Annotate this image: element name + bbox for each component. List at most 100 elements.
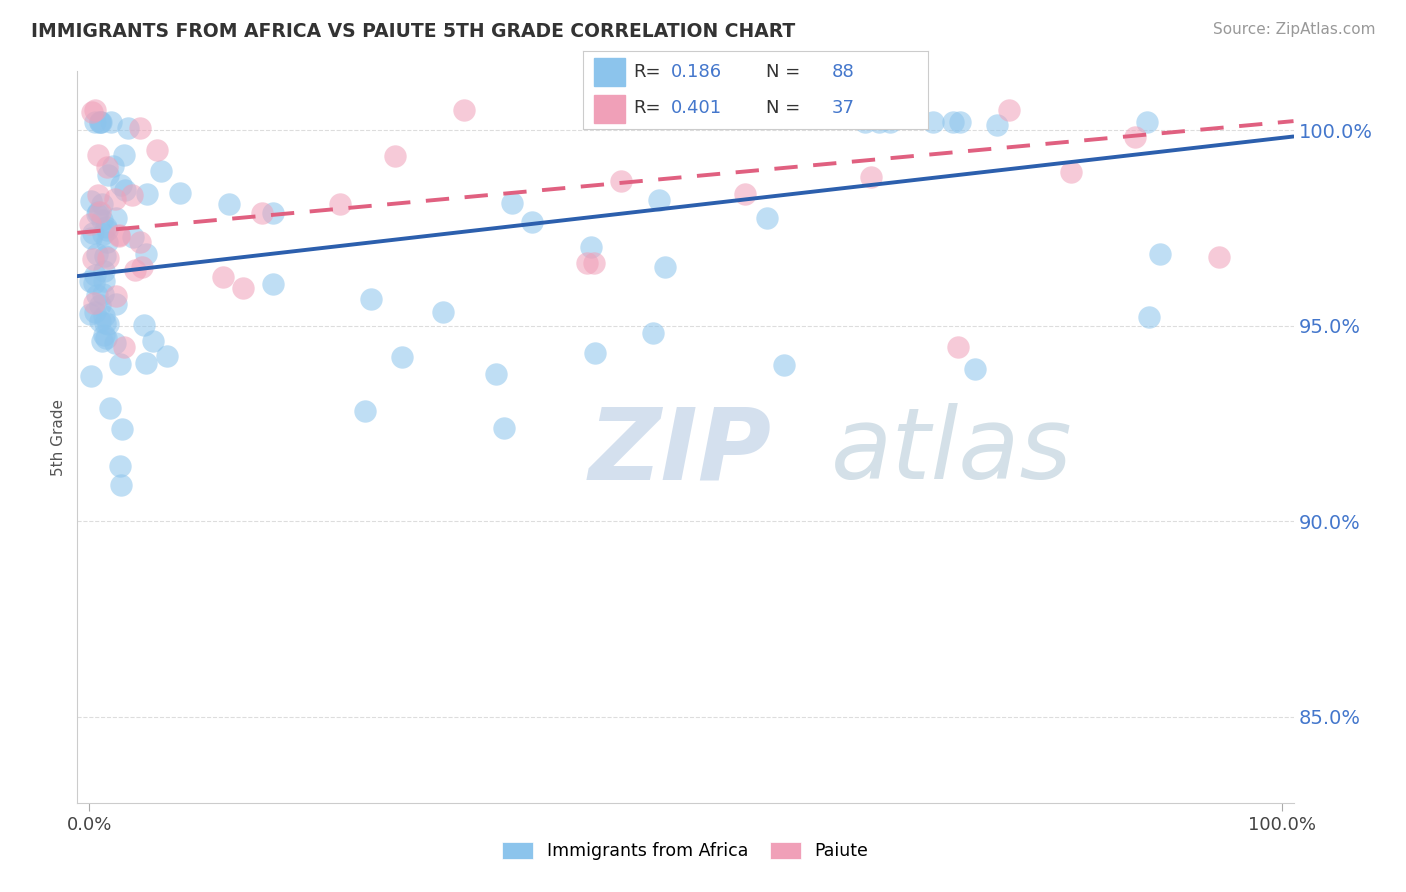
Point	[135, 356, 157, 370]
FancyBboxPatch shape	[593, 58, 624, 87]
Point	[84, 304, 107, 318]
Point	[948, 340, 970, 354]
Point	[96, 160, 118, 174]
Point	[93, 328, 115, 343]
Point	[1123, 129, 1146, 144]
Point	[648, 193, 671, 207]
Point	[80, 368, 103, 383]
Point	[79, 307, 101, 321]
Point	[384, 148, 406, 162]
Point	[111, 422, 134, 436]
Point	[1060, 165, 1083, 179]
Point	[108, 229, 131, 244]
Point	[114, 183, 136, 197]
Point	[100, 115, 122, 129]
Point	[641, 326, 664, 340]
Point	[583, 256, 606, 270]
Point	[654, 260, 676, 274]
Point	[1149, 246, 1171, 260]
Point	[963, 362, 986, 376]
Text: IMMIGRANTS FROM AFRICA VS PAIUTE 5TH GRADE CORRELATION CHART: IMMIGRANTS FROM AFRICA VS PAIUTE 5TH GRA…	[31, 22, 796, 41]
Point	[84, 268, 107, 283]
Point	[121, 188, 143, 202]
Point	[83, 276, 105, 290]
Point	[94, 249, 117, 263]
Point	[97, 251, 120, 265]
Point	[859, 169, 882, 184]
Point	[93, 263, 115, 277]
Point	[329, 197, 352, 211]
Point	[124, 263, 146, 277]
Point	[134, 318, 156, 333]
Point	[89, 115, 111, 129]
Point	[868, 115, 890, 129]
Point	[576, 256, 599, 270]
Point	[112, 148, 135, 162]
Point	[104, 211, 127, 226]
Point	[103, 160, 125, 174]
Point	[879, 115, 901, 129]
Point	[391, 350, 413, 364]
Text: Source: ZipAtlas.com: Source: ZipAtlas.com	[1212, 22, 1375, 37]
Point	[94, 220, 117, 235]
Point	[80, 231, 103, 245]
Point	[921, 115, 943, 129]
Y-axis label: 5th Grade: 5th Grade	[51, 399, 66, 475]
Point	[250, 205, 273, 219]
Point	[1208, 250, 1230, 264]
Legend: Immigrants from Africa, Paiute: Immigrants from Africa, Paiute	[495, 835, 876, 867]
Point	[82, 252, 104, 267]
Point	[79, 274, 101, 288]
Point	[112, 340, 135, 354]
Point	[89, 204, 111, 219]
Point	[756, 211, 779, 226]
Point	[82, 104, 104, 119]
Point	[494, 421, 516, 435]
Point	[98, 401, 121, 415]
Point	[93, 309, 115, 323]
Point	[104, 335, 127, 350]
Point	[1137, 310, 1160, 324]
Point	[501, 196, 523, 211]
Point	[949, 115, 972, 129]
Point	[108, 227, 131, 242]
Point	[89, 298, 111, 312]
Point	[104, 192, 127, 206]
FancyBboxPatch shape	[593, 95, 624, 123]
Point	[110, 478, 132, 492]
Point	[360, 292, 382, 306]
Point	[583, 346, 606, 360]
Point	[91, 196, 114, 211]
Point	[211, 269, 233, 284]
Point	[262, 277, 284, 292]
Point	[91, 287, 114, 301]
Point	[128, 120, 150, 135]
Point	[96, 235, 118, 249]
Point	[1136, 115, 1159, 129]
Text: N =: N =	[766, 99, 800, 117]
Point	[89, 313, 111, 327]
Point	[432, 305, 454, 319]
Point	[149, 164, 172, 178]
Point	[232, 281, 254, 295]
Point	[135, 187, 157, 202]
Point	[86, 188, 108, 202]
Point	[108, 458, 131, 473]
Point	[998, 103, 1021, 118]
Text: 88: 88	[831, 63, 855, 81]
Text: 37: 37	[831, 99, 855, 117]
Point	[218, 197, 240, 211]
Point	[79, 217, 101, 231]
Point	[610, 174, 633, 188]
Point	[354, 404, 377, 418]
Point	[97, 168, 120, 182]
Point	[131, 260, 153, 274]
Point	[96, 223, 118, 237]
Point	[169, 186, 191, 200]
Point	[520, 215, 543, 229]
Point	[93, 316, 115, 330]
Point	[87, 204, 110, 219]
Text: atlas: atlas	[831, 403, 1073, 500]
Point	[80, 194, 103, 209]
Point	[91, 212, 114, 227]
